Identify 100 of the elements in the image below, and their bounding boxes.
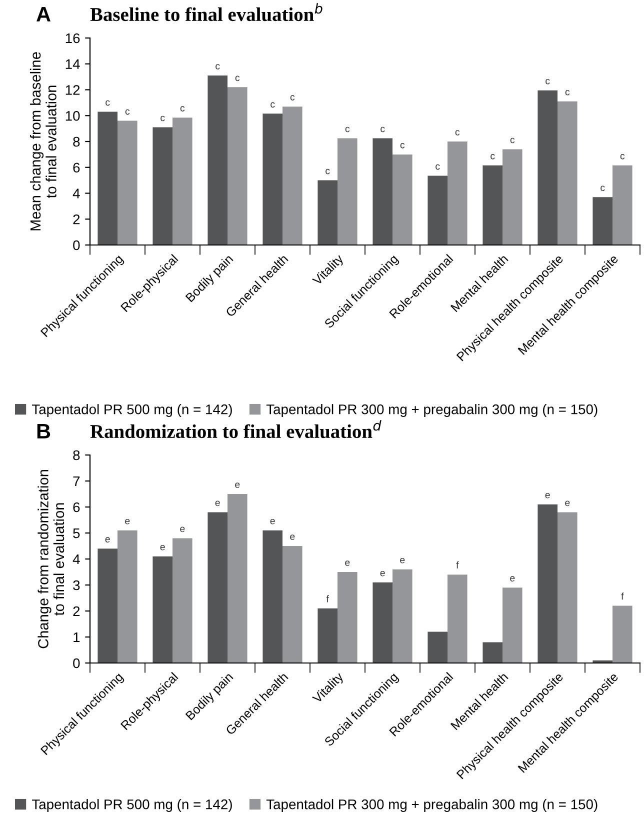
bar	[428, 176, 448, 245]
y-tick-label: 14	[66, 59, 80, 69]
bar	[282, 106, 302, 245]
data-label: e	[290, 534, 295, 540]
bar	[592, 197, 612, 245]
bar	[262, 530, 282, 663]
legend-label: Tapentadol PR 500 mg (n = 142)	[32, 799, 232, 812]
bar	[172, 118, 192, 245]
y-tick-label: 4	[72, 554, 80, 564]
bar	[338, 572, 358, 663]
data-label: e	[380, 570, 385, 576]
y-tick-label: 7	[73, 476, 80, 486]
y-tick-label: 5	[73, 528, 80, 538]
data-label: c	[490, 154, 495, 160]
bar	[318, 608, 338, 663]
y-axis-title: Change from randomization to final evaluation	[38, 470, 64, 648]
data-label: f	[456, 561, 459, 568]
bar	[172, 538, 192, 663]
bar	[502, 149, 522, 245]
data-label: c	[125, 109, 130, 115]
data-label: c	[235, 76, 240, 82]
data-label: c	[620, 154, 625, 160]
bar	[282, 546, 302, 663]
bar	[448, 142, 468, 245]
bar	[118, 530, 138, 663]
bar	[318, 180, 338, 245]
y-tick-label: 8	[73, 450, 80, 460]
chart-title: Baseline to final evaluation$^{b}$	[90, 3, 322, 22]
legend-label: Tapentadol PR 300 mg + pregabalin 300 mg (n = 150)	[266, 799, 598, 812]
y-tick-label: 0	[73, 240, 80, 250]
data-label: e	[160, 544, 165, 550]
bar	[482, 165, 502, 245]
data-label: e	[125, 518, 130, 524]
y-tick-label: 4	[72, 188, 80, 198]
bar	[208, 512, 228, 663]
data-label: c	[345, 126, 350, 132]
bar	[612, 606, 632, 663]
bar	[558, 101, 578, 245]
bar	[118, 120, 138, 245]
bar	[338, 138, 358, 245]
data-label: c	[326, 168, 330, 174]
text: B	[37, 424, 50, 438]
data-label: e	[105, 537, 110, 543]
bar	[152, 556, 172, 663]
y-tick-label: 2	[73, 214, 80, 224]
bar	[612, 165, 632, 245]
bar	[152, 127, 172, 245]
bar	[448, 574, 468, 663]
data-label: e	[400, 558, 405, 564]
data-label: e	[545, 492, 550, 498]
text: A	[36, 7, 50, 22]
bar	[428, 632, 448, 663]
data-label: e	[180, 526, 185, 532]
bar	[228, 494, 248, 663]
data-label: c	[270, 102, 275, 108]
chart-title: Randomization to final evaluation$^{d}$	[90, 420, 382, 438]
data-label: c	[510, 138, 515, 144]
bar	[392, 154, 412, 245]
bar	[98, 548, 118, 663]
bar	[502, 588, 522, 663]
bar	[372, 582, 392, 663]
data-label: c	[180, 106, 185, 112]
bar	[538, 504, 558, 663]
data-label: c	[400, 143, 405, 148]
data-label: c	[600, 186, 605, 192]
data-label: c	[546, 78, 550, 84]
y-tick-label: 3	[73, 580, 80, 590]
bar	[208, 76, 228, 245]
legend-label: Tapentadol PR 500 mg (n = 142)	[32, 404, 232, 417]
data-label: c	[106, 100, 110, 106]
data-label: f	[326, 595, 329, 602]
legend-label: Tapentadol PR 300 mg + pregabalin 300 mg (n = 150)	[266, 404, 598, 417]
data-label: e	[215, 500, 220, 506]
y-axis-title: Mean change from baseline to final evaluation	[30, 52, 56, 230]
data-label: c	[565, 90, 570, 96]
bar	[482, 642, 502, 663]
data-label: e	[565, 500, 570, 506]
data-label: e	[510, 576, 515, 582]
y-tick-label: 2	[73, 606, 80, 616]
data-label: c	[380, 126, 385, 132]
data-label: e	[270, 518, 275, 524]
y-tick-label: 16	[66, 33, 80, 44]
y-tick-label: 8	[73, 136, 80, 147]
data-label: c	[160, 116, 165, 122]
y-tick-label: 12	[66, 85, 80, 95]
data-label: c	[216, 64, 220, 70]
bar	[392, 569, 412, 663]
data-label: e	[345, 560, 350, 566]
bar	[228, 87, 248, 245]
bar	[98, 112, 118, 245]
y-tick-label: 0	[73, 658, 80, 668]
y-tick-label: 10	[66, 110, 80, 121]
y-tick-label: 6	[73, 162, 80, 173]
bar	[558, 512, 578, 663]
bar	[538, 90, 558, 245]
bar	[262, 114, 282, 245]
data-label: f	[621, 592, 624, 600]
y-tick-label: 1	[74, 632, 80, 642]
bar	[372, 138, 392, 245]
y-tick-label: 6	[73, 502, 80, 512]
